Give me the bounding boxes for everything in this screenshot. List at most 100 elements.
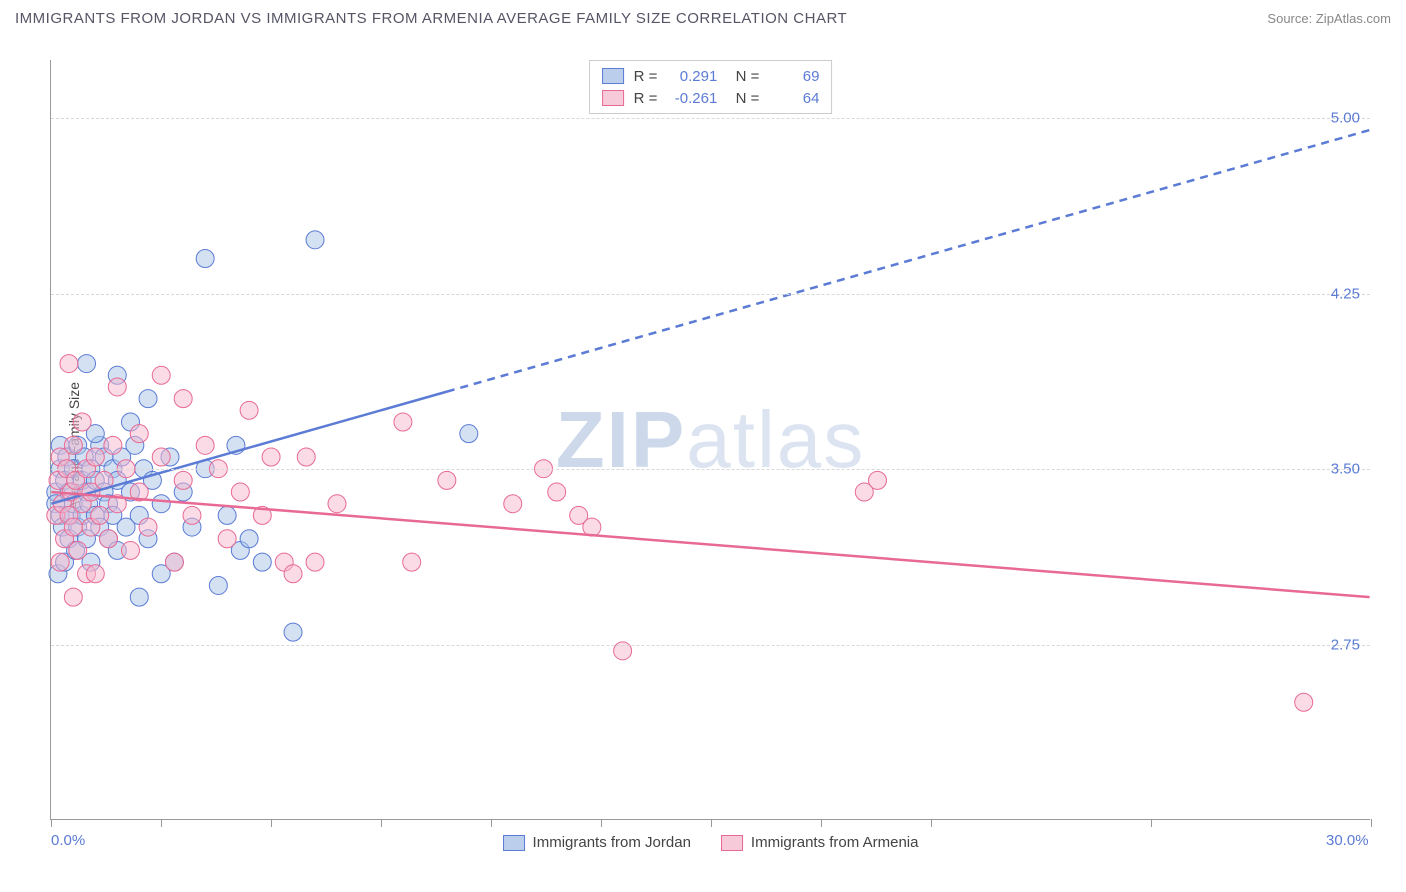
data-point xyxy=(86,565,104,583)
data-point xyxy=(253,553,271,571)
x-tick xyxy=(821,819,822,827)
data-point xyxy=(1295,693,1313,711)
x-tick xyxy=(601,819,602,827)
source-label: Source: xyxy=(1267,11,1312,26)
swatch-jordan xyxy=(503,835,525,851)
data-point xyxy=(328,495,346,513)
legend-item-jordan: Immigrants from Jordan xyxy=(503,834,691,851)
data-point xyxy=(262,448,280,466)
r-value-armenia: -0.261 xyxy=(667,90,717,107)
data-point xyxy=(64,436,82,454)
data-point xyxy=(548,483,566,501)
y-tick-label: 2.75 xyxy=(1331,636,1360,653)
chart-title: IMMIGRANTS FROM JORDAN VS IMMIGRANTS FRO… xyxy=(15,10,847,27)
data-point xyxy=(86,448,104,466)
data-point xyxy=(855,483,873,501)
data-point xyxy=(583,518,601,536)
chart-plot-area: ZIPatlas R = 0.291 N = 69 R = -0.261 N =… xyxy=(50,60,1370,820)
x-tick xyxy=(491,819,492,827)
r-label: R = xyxy=(634,68,658,85)
data-point xyxy=(64,588,82,606)
legend-row-jordan: R = 0.291 N = 69 xyxy=(602,65,820,87)
trend-line-dashed xyxy=(447,130,1370,392)
data-point xyxy=(130,425,148,443)
data-point xyxy=(231,483,249,501)
data-point xyxy=(108,378,126,396)
x-tick xyxy=(1151,819,1152,827)
gridline-h xyxy=(51,645,1370,646)
n-value-armenia: 64 xyxy=(769,90,819,107)
data-point xyxy=(284,565,302,583)
data-point xyxy=(100,530,118,548)
y-tick-label: 5.00 xyxy=(1331,110,1360,127)
r-value-jordan: 0.291 xyxy=(667,68,717,85)
gridline-h xyxy=(51,469,1370,470)
data-point xyxy=(218,530,236,548)
data-point xyxy=(69,541,87,559)
data-point xyxy=(240,530,258,548)
data-point xyxy=(306,231,324,249)
data-point xyxy=(403,553,421,571)
correlation-legend: R = 0.291 N = 69 R = -0.261 N = 64 xyxy=(589,60,833,114)
x-tick xyxy=(161,819,162,827)
source-link[interactable]: ZipAtlas.com xyxy=(1316,11,1391,26)
data-point xyxy=(165,553,183,571)
legend-item-armenia: Immigrants from Armenia xyxy=(721,834,919,851)
swatch-jordan xyxy=(602,68,624,84)
data-point xyxy=(104,436,122,454)
legend-label-jordan: Immigrants from Jordan xyxy=(533,834,691,851)
n-value-jordan: 69 xyxy=(769,68,819,85)
data-point xyxy=(78,355,96,373)
x-axis-label: 30.0% xyxy=(1326,832,1369,849)
y-tick-label: 3.50 xyxy=(1331,461,1360,478)
data-point xyxy=(152,495,170,513)
title-bar: IMMIGRANTS FROM JORDAN VS IMMIGRANTS FRO… xyxy=(15,10,1391,27)
legend-row-armenia: R = -0.261 N = 64 xyxy=(602,87,820,109)
swatch-armenia xyxy=(721,835,743,851)
x-axis-label: 0.0% xyxy=(51,832,85,849)
data-point xyxy=(183,506,201,524)
data-point xyxy=(139,518,157,536)
y-tick-label: 4.25 xyxy=(1331,285,1360,302)
data-point xyxy=(394,413,412,431)
x-tick xyxy=(271,819,272,827)
data-point xyxy=(460,425,478,443)
data-point xyxy=(152,448,170,466)
n-label: N = xyxy=(727,90,759,107)
data-point xyxy=(284,623,302,641)
data-point xyxy=(174,390,192,408)
source-attribution: Source: ZipAtlas.com xyxy=(1267,11,1391,26)
chart-canvas xyxy=(51,60,1370,819)
data-point xyxy=(196,250,214,268)
x-tick xyxy=(51,819,52,827)
x-tick xyxy=(931,819,932,827)
data-point xyxy=(438,471,456,489)
data-point xyxy=(73,413,91,431)
data-point xyxy=(51,553,69,571)
data-point xyxy=(196,436,214,454)
gridline-h xyxy=(51,118,1370,119)
swatch-armenia xyxy=(602,90,624,106)
r-label: R = xyxy=(634,90,658,107)
data-point xyxy=(64,518,82,536)
data-point xyxy=(240,401,258,419)
data-point xyxy=(130,588,148,606)
x-tick xyxy=(1371,819,1372,827)
x-tick xyxy=(711,819,712,827)
data-point xyxy=(306,553,324,571)
data-point xyxy=(91,506,109,524)
gridline-h xyxy=(51,294,1370,295)
x-tick xyxy=(381,819,382,827)
data-point xyxy=(139,390,157,408)
data-point xyxy=(297,448,315,466)
data-point xyxy=(174,471,192,489)
data-point xyxy=(209,576,227,594)
data-point xyxy=(152,366,170,384)
data-point xyxy=(121,541,139,559)
legend-label-armenia: Immigrants from Armenia xyxy=(751,834,919,851)
series-legend: Immigrants from Jordan Immigrants from A… xyxy=(503,834,919,851)
data-point xyxy=(218,506,236,524)
data-point xyxy=(60,355,78,373)
n-label: N = xyxy=(727,68,759,85)
data-point xyxy=(504,495,522,513)
